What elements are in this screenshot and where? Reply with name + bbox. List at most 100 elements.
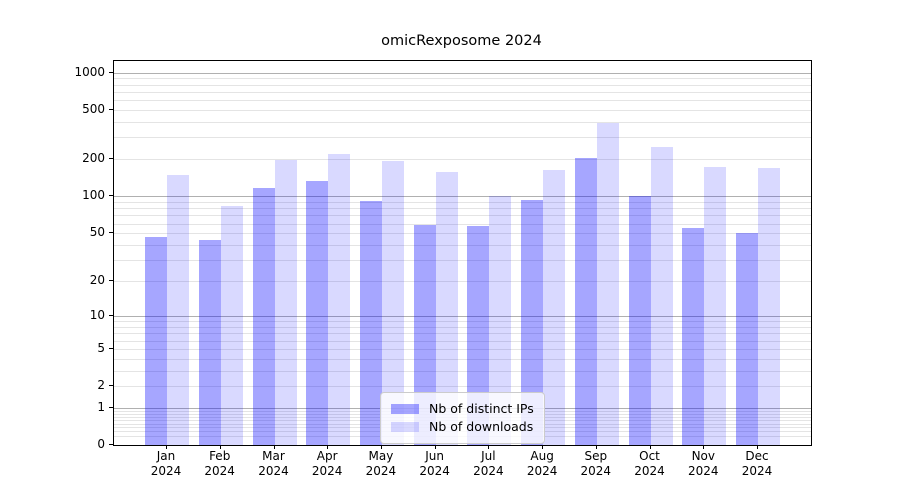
bar-distinct-ips-jul xyxy=(467,226,490,445)
y-tick-label-2: 2 xyxy=(97,378,105,393)
y-tick xyxy=(109,347,113,349)
bar-downloads-mar xyxy=(274,159,297,445)
x-tick-label-sep: Sep 2024 xyxy=(564,449,628,479)
legend: Nb of distinct IPs Nb of downloads xyxy=(380,392,545,444)
x-tick xyxy=(219,445,221,449)
x-tick-year: 2024 xyxy=(580,464,612,478)
gridline-minor xyxy=(114,321,811,323)
x-tick xyxy=(380,445,382,449)
gridline-minor xyxy=(114,202,811,203)
bar-distinct-ips-jun xyxy=(413,225,436,445)
x-tick-label-may: May 2024 xyxy=(349,449,413,479)
x-tick xyxy=(649,445,651,449)
gridline-minor xyxy=(114,358,811,360)
y-tick xyxy=(109,232,113,234)
y-tick xyxy=(109,315,113,317)
bar-downloads-dec xyxy=(758,167,780,445)
gridline-minor xyxy=(114,245,811,246)
x-tick-label-dec: Dec 2024 xyxy=(725,449,789,479)
y-tick-label-500: 500 xyxy=(82,101,105,116)
x-tick xyxy=(434,445,436,449)
gridline-minor xyxy=(114,370,811,372)
gridline-minor xyxy=(114,333,811,335)
gridline-minor xyxy=(114,348,811,350)
bar-downloads-jan xyxy=(167,175,189,445)
x-tick-year: 2024 xyxy=(204,464,235,478)
x-tick-label-jun: Jun 2024 xyxy=(403,449,467,479)
bar-distinct-ips-jan xyxy=(145,236,167,445)
bar-downloads-oct xyxy=(650,146,673,445)
x-tick-month: Jan xyxy=(156,449,176,463)
x-tick-year: 2024 xyxy=(634,464,665,478)
x-tick-year: 2024 xyxy=(150,464,182,478)
x-tick-month: May xyxy=(368,449,394,463)
x-tick-month: Jul xyxy=(481,449,496,463)
plot-area xyxy=(113,60,812,446)
gridline-minor xyxy=(114,100,811,102)
gridline-minor xyxy=(114,215,811,217)
x-tick-year: 2024 xyxy=(526,464,558,478)
x-tick-month: Mar xyxy=(262,449,285,463)
x-tick-label-feb: Feb 2024 xyxy=(188,449,252,479)
bar-distinct-ips-oct xyxy=(628,196,651,445)
y-tick xyxy=(109,71,113,73)
legend-item-downloads: Nb of downloads xyxy=(391,419,534,435)
legend-label-distinct-ips: Nb of distinct IPs xyxy=(429,401,534,416)
gridline-minor xyxy=(114,233,811,235)
legend-swatch-downloads xyxy=(391,422,419,432)
gridline-minor xyxy=(114,78,811,80)
bar-downloads-sep xyxy=(596,123,619,445)
y-tick xyxy=(109,280,113,282)
y-tick xyxy=(109,108,113,110)
gridline-major xyxy=(114,196,811,198)
x-tick xyxy=(488,445,490,449)
x-tick-label-oct: Oct 2024 xyxy=(618,449,682,479)
gridline-minor xyxy=(114,159,811,161)
x-tick-year: 2024 xyxy=(311,464,343,478)
gridline-minor xyxy=(114,326,811,328)
x-tick-month: Nov xyxy=(691,449,715,463)
x-tick-year: 2024 xyxy=(419,464,450,478)
bar-downloads-aug xyxy=(543,169,566,445)
bar-downloads-jun xyxy=(435,172,458,445)
gridline-minor xyxy=(114,208,811,210)
x-tick-label-nov: Nov 2024 xyxy=(671,449,735,479)
legend-swatch-distinct-ips xyxy=(391,404,419,414)
y-tick-label-10: 10 xyxy=(89,308,105,323)
x-tick xyxy=(327,445,329,449)
legend-item-distinct-ips: Nb of distinct IPs xyxy=(391,401,534,417)
gridline-major xyxy=(114,72,811,74)
bar-distinct-ips-nov xyxy=(682,228,705,445)
bar-downloads-may xyxy=(381,160,404,445)
y-tick xyxy=(109,407,113,409)
gridline-minor xyxy=(114,121,811,123)
bar-downloads-feb xyxy=(220,205,243,445)
y-tick xyxy=(109,444,113,445)
gridline-minor xyxy=(114,109,811,111)
x-tick xyxy=(166,445,167,449)
gridline-minor xyxy=(114,281,811,283)
y-tick xyxy=(109,158,113,160)
x-tick-label-jan: Jan 2024 xyxy=(134,449,198,479)
y-tick xyxy=(109,195,113,197)
x-tick-month: Sep xyxy=(584,449,608,463)
y-tick-label-200: 200 xyxy=(82,151,105,166)
x-tick xyxy=(703,445,705,449)
x-tick-month: Dec xyxy=(745,449,769,463)
x-tick-month: Apr xyxy=(316,449,338,463)
gridline-minor xyxy=(114,137,811,139)
x-tick xyxy=(273,445,275,449)
bar-distinct-ips-sep xyxy=(574,157,597,445)
chart-title: omicRexposome 2024 xyxy=(381,33,542,49)
x-tick-month: Aug xyxy=(530,449,554,463)
bar-downloads-nov xyxy=(704,167,727,445)
y-tick-label-50: 50 xyxy=(89,225,105,240)
x-tick xyxy=(595,445,597,449)
gridline-minor xyxy=(114,84,811,86)
gridline-major xyxy=(114,316,811,318)
bar-distinct-ips-mar xyxy=(252,188,275,445)
y-tick-label-1000: 1000 xyxy=(74,64,105,79)
bar-distinct-ips-aug xyxy=(521,199,544,445)
x-tick-month: Feb xyxy=(209,449,231,463)
